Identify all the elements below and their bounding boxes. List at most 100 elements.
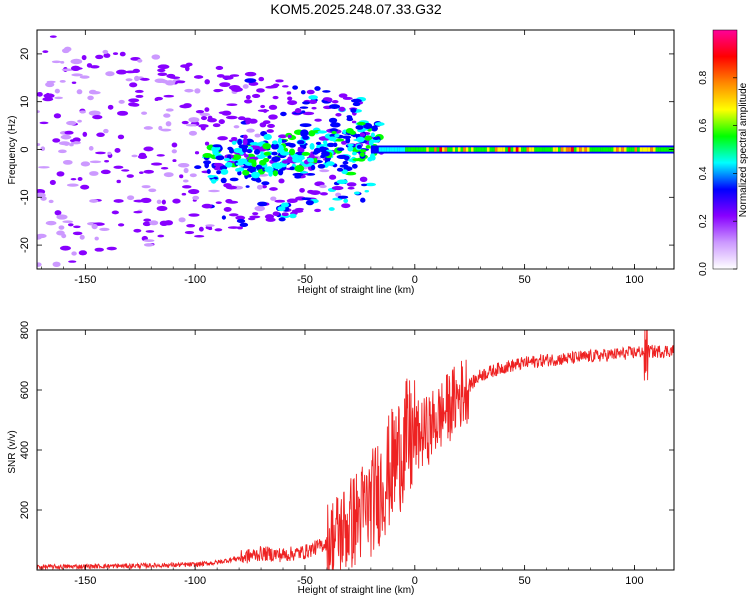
spectrogram-cell: [78, 250, 88, 256]
spectrogram-cell: [142, 221, 151, 227]
carrier-cell: [397, 147, 401, 152]
carrier-cell: [645, 147, 649, 152]
carrier-cell: [655, 147, 659, 152]
spectrogram-cell: [308, 99, 318, 105]
spectrogram-cell: [225, 161, 233, 168]
spectrogram-cell: [297, 147, 305, 153]
carrier-cell: [597, 147, 601, 152]
spectrogram-cell: [251, 160, 257, 168]
carrier-cell: [465, 147, 469, 152]
spectrogram-cell: [179, 104, 191, 109]
spectrogram-cell: [188, 130, 197, 136]
colorbar-label: Normalized spectral amplitude: [738, 82, 749, 217]
spectrogram-cell: [263, 133, 272, 141]
chart-title: KOM5.2025.248.07.33.G32: [270, 1, 441, 17]
carrier-cell: [660, 147, 664, 152]
spectrogram-cell: [160, 166, 169, 170]
spectrogram-cell: [134, 75, 140, 82]
carrier-cell: [637, 147, 641, 152]
spectrogram-cell: [80, 161, 91, 167]
spectrogram-cell: [185, 65, 190, 72]
spectrogram-cell: [326, 142, 336, 148]
spectrogram-cell: [237, 138, 243, 146]
spectrogram-cell: [86, 63, 93, 68]
spectrogram-cell: [64, 130, 74, 135]
spectrogram-cell: [328, 207, 335, 211]
carrier-cell: [563, 147, 567, 152]
spectrogram-cell: [341, 169, 348, 175]
spectrogram-cell: [301, 151, 311, 156]
spectrogram-cell: [161, 199, 166, 205]
spectrogram-cell: [182, 185, 192, 189]
spectrogram-cell: [319, 184, 327, 189]
carrier-cell: [576, 147, 580, 152]
carrier-cell: [663, 147, 667, 152]
carrier-cell: [476, 147, 480, 152]
carrier-cell: [500, 147, 504, 152]
spectrogram-cell: [261, 181, 270, 186]
spectrogram-y-tick-label: 0: [19, 146, 31, 152]
spectrogram-cell: [37, 91, 43, 97]
spectrogram-cell: [54, 210, 62, 216]
carrier-cell: [415, 147, 419, 152]
spectrogram-cell: [48, 199, 54, 204]
spectrogram-cell: [222, 75, 234, 80]
spectrogram-cell: [271, 162, 281, 169]
spectrogram-cell: [278, 217, 286, 222]
spectrogram-cell: [310, 164, 316, 171]
snr-y-tick-label: 800: [19, 321, 31, 339]
spectrogram-cell: [331, 99, 339, 104]
spectrogram-cell: [103, 128, 109, 134]
carrier-cell: [542, 147, 546, 152]
spectrogram-cell: [179, 174, 184, 179]
spectrogram-cell: [249, 142, 258, 146]
spectrogram-cell: [200, 125, 206, 131]
spectrogram-cell: [133, 199, 145, 203]
carrier-cell: [431, 147, 435, 152]
spectrogram-cell: [88, 89, 97, 95]
spectrogram-cell: [156, 154, 165, 157]
spectrogram-cell: [59, 80, 66, 83]
spectrogram-cell: [70, 58, 83, 65]
spectrogram-cell: [322, 90, 331, 93]
spectrogram-cell: [323, 97, 332, 101]
spectrogram-cell: [291, 209, 304, 213]
spectrogram-cell: [353, 191, 360, 195]
spectrogram-cell: [205, 224, 215, 227]
spectrogram-cell: [242, 169, 250, 176]
carrier-cell: [521, 147, 525, 152]
spectrogram-cell: [271, 156, 281, 162]
spectrogram-cell: [58, 141, 71, 146]
carrier-cell: [647, 147, 651, 152]
spectrogram-cell: [328, 136, 337, 142]
spectrogram-cell: [351, 163, 358, 169]
spectrogram-cell: [184, 88, 194, 93]
carrier-cell: [463, 147, 467, 152]
carrier-cell: [510, 147, 514, 152]
carrier-cell: [378, 147, 382, 152]
spectrogram-cell: [159, 220, 169, 226]
carrier-cell: [391, 147, 395, 152]
spectrogram-cell: [157, 72, 168, 76]
spectrogram-cell: [127, 195, 135, 201]
spectrogram-cell: [157, 64, 170, 70]
spectrogram-cell: [302, 101, 311, 105]
spectrogram-cell: [214, 228, 223, 232]
spectrogram-cell: [60, 134, 72, 140]
carrier-cell: [381, 147, 385, 152]
spectrogram-cell: [319, 169, 330, 173]
carrier-cell: [471, 147, 475, 152]
spectrogram-cell: [280, 111, 287, 117]
spectrogram-cell: [256, 88, 265, 93]
spectrogram-cell: [321, 151, 330, 157]
spectrogram-cell: [308, 130, 316, 137]
carrier-cell: [547, 147, 551, 152]
spectrogram-cell: [294, 107, 302, 114]
spectrogram-cell: [49, 35, 57, 38]
carrier-cell: [473, 147, 477, 152]
spectrogram-cell: [184, 230, 195, 235]
carrier-cell: [484, 147, 488, 152]
spectrogram-cell: [296, 155, 305, 161]
carrier-cell: [658, 147, 662, 152]
spectrogram-marks: [37, 35, 674, 267]
